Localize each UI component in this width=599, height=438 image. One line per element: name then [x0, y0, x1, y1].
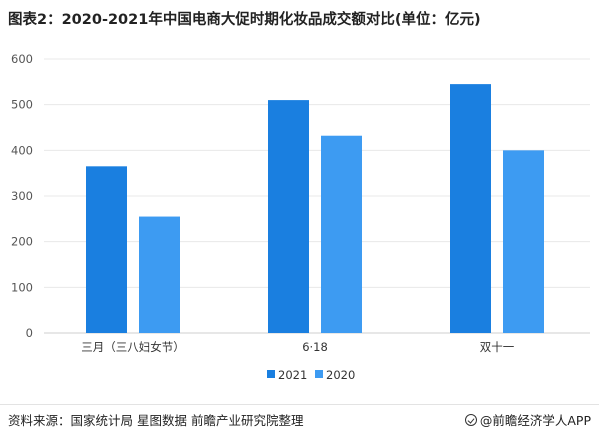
- x-category-label: 三月（三八妇女节）: [81, 340, 185, 354]
- bar-chart: 0 100 200 300 400 500 600 三月（三八妇女节） 6·18 双十一 202…: [11, 52, 590, 382]
- bar-2020: [503, 150, 544, 333]
- source-note: 资料来源：国家统计局 星图数据 前瞻产业研究院整理: [8, 413, 304, 428]
- legend-label-2020: 2020: [326, 368, 355, 382]
- legend-swatch-2020: [315, 370, 323, 378]
- legend: 2021 2020: [267, 368, 355, 382]
- footer: 资料来源：国家统计局 星图数据 前瞻产业研究院整理 @前瞻经济学人APP: [0, 404, 599, 438]
- bar-2021: [86, 166, 127, 333]
- y-tick-label: 300: [11, 189, 33, 203]
- y-tick-label: 0: [26, 326, 33, 340]
- brand-credit: @前瞻经济学人APP: [464, 410, 591, 429]
- x-axis-labels: 三月（三八妇女节） 6·18 双十一: [81, 340, 514, 354]
- y-axis-ticks: 0 100 200 300 400 500 600: [11, 52, 33, 340]
- chart-title: 图表2：2020-2021年中国电商大促时期化妆品成交额对比(单位：亿元): [8, 12, 481, 28]
- y-tick-label: 100: [11, 280, 33, 294]
- y-tick-label: 200: [11, 235, 33, 249]
- legend-swatch-2021: [267, 370, 275, 378]
- brand-logo-icon: [464, 413, 477, 426]
- brand-text: @前瞻经济学人APP: [479, 413, 591, 428]
- x-category-label: 双十一: [480, 340, 515, 354]
- bar-2020: [139, 216, 180, 333]
- bar-2021: [268, 100, 309, 333]
- bar-2021: [450, 84, 491, 333]
- y-tick-label: 500: [11, 98, 33, 112]
- gridlines: [44, 58, 590, 334]
- legend-label-2021: 2021: [278, 368, 307, 382]
- bar-2020: [321, 135, 362, 333]
- y-tick-label: 600: [11, 52, 33, 66]
- bars: [86, 84, 544, 333]
- y-tick-label: 400: [11, 143, 33, 157]
- x-category-label: 6·18: [302, 340, 328, 354]
